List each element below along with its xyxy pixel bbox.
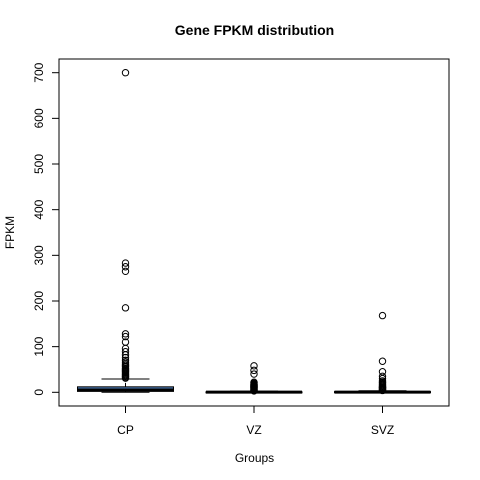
- y-tick-label: 100: [32, 336, 46, 356]
- outlier-point: [250, 378, 258, 386]
- outlier-point: [378, 357, 387, 365]
- outlier-point: [121, 267, 130, 276]
- box-group-cp: [77, 68, 174, 393]
- y-tick-label: 700: [32, 62, 46, 82]
- y-tick-label: 200: [32, 291, 46, 311]
- outlier-point: [121, 263, 130, 271]
- boxes-layer: [77, 68, 431, 395]
- x-axis: CP VZ SVZ: [117, 405, 394, 437]
- x-tick-label: SVZ: [371, 423, 394, 437]
- outlier-point: [250, 366, 258, 375]
- outlier-point: [121, 330, 130, 338]
- x-tick-label: CP: [117, 423, 134, 437]
- outlier-point: [250, 370, 258, 378]
- outlier-point: [121, 259, 130, 267]
- outlier-point: [121, 347, 130, 356]
- outlier-point: [121, 356, 130, 365]
- box-group-vz: [205, 362, 303, 395]
- outlier-point: [250, 362, 258, 370]
- x-axis-label: Groups: [235, 451, 274, 465]
- x-tick-label: VZ: [246, 423, 261, 437]
- outlier-point: [121, 68, 130, 77]
- outlier-point: [121, 338, 130, 346]
- outlier-point: [378, 377, 387, 385]
- outlier-point: [378, 372, 387, 381]
- outlier-point: [378, 311, 387, 320]
- outlier-point: [121, 304, 130, 312]
- y-tick-label: 600: [32, 108, 46, 128]
- chart-title: Gene FPKM distribution: [175, 22, 334, 38]
- y-tick-label: 500: [32, 154, 46, 174]
- y-axis-label: FPKM: [3, 216, 17, 249]
- y-tick-label: 400: [32, 199, 46, 219]
- y-tick-label: 300: [32, 245, 46, 265]
- y-tick-label: 0: [32, 389, 46, 396]
- outlier-point: [378, 368, 387, 376]
- y-axis: 0 100 200 300 400 500 600 700: [32, 62, 60, 396]
- outlier-point: [121, 332, 130, 341]
- box-group-svz: [334, 311, 431, 395]
